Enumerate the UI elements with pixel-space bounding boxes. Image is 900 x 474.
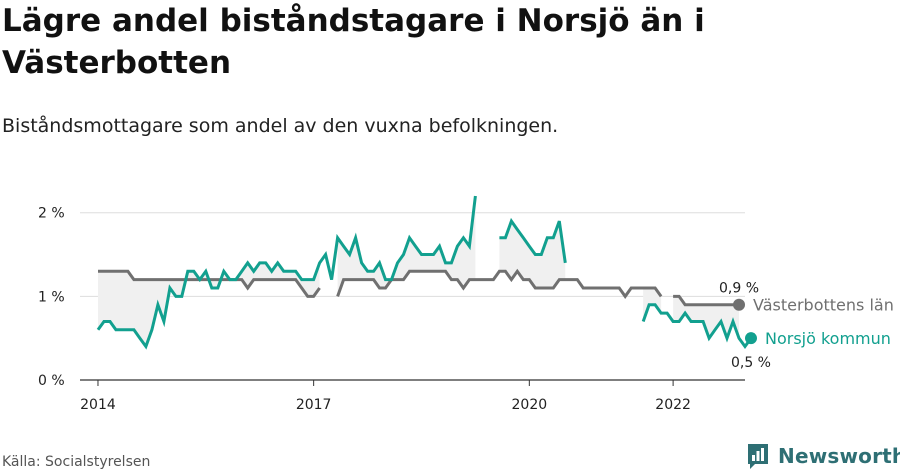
x-tick-label: 2014 <box>80 397 116 413</box>
series-name-vasterbotten: Västerbottens län <box>753 296 894 315</box>
x-axis: 2014 2017 2020 2022 <box>80 380 691 413</box>
newsworthy-logo-icon <box>748 444 768 469</box>
source-note: Källa: Socialstyrelsen <box>2 454 151 470</box>
x-tick-label: 2022 <box>655 397 691 413</box>
brand-logo[interactable]: Newsworthy <box>746 441 900 471</box>
end-value-vasterbotten: 0,9 % <box>719 281 759 297</box>
x-tick-label: 2020 <box>512 397 548 413</box>
y-tick-label: 0 % <box>38 373 65 389</box>
x-tick-label: 2017 <box>296 397 332 413</box>
end-value-norsjo: 0,5 % <box>731 355 771 371</box>
series-line-norsjo <box>96 195 753 350</box>
y-tick-label: 1 % <box>38 289 65 305</box>
brand-name: Newsworthy <box>778 444 900 468</box>
series-lines <box>96 195 753 350</box>
chart-subtitle: Biståndsmottagare som andel av den vuxna… <box>2 115 559 137</box>
grid-lines: 0 % 1 % 2 % <box>38 206 745 389</box>
difference-area-segment <box>97 262 320 347</box>
end-marker-norsjo <box>744 332 757 345</box>
y-tick-label: 2 % <box>38 206 65 222</box>
difference-area-segment <box>673 296 740 339</box>
series-labels: Västerbottens län Norsjö kommun 0,9 % 0,5 % <box>719 281 894 371</box>
end-marker-vasterbotten <box>733 298 746 311</box>
chart-title: Lägre andel biståndstagare i Norsjö än i… <box>2 3 705 81</box>
series-name-norsjo: Norsjö kommun <box>765 329 891 348</box>
difference-area-segment <box>643 288 662 322</box>
